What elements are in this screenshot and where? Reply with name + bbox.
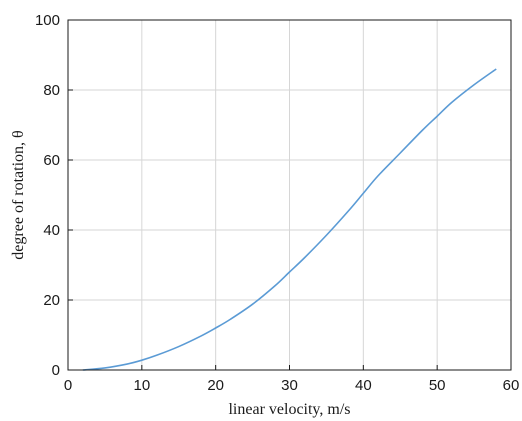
x-tick-label: 10 — [133, 377, 150, 394]
y-tick-label: 0 — [52, 362, 60, 379]
x-axis-ticks: 0 10 20 30 40 50 60 — [64, 365, 520, 394]
grid — [67, 19, 512, 371]
y-tick-label: 60 — [43, 152, 60, 169]
y-axis-label: degree of rotation, θ — [10, 130, 27, 259]
x-axis-label: linear velocity, m/s — [228, 401, 350, 418]
y-axis-ticks: 0 20 40 60 80 100 — [35, 12, 73, 379]
y-tick-label: 80 — [43, 82, 60, 99]
x-tick-label: 40 — [355, 377, 372, 394]
x-tick-label: 60 — [503, 377, 520, 394]
y-tick-label: 20 — [43, 292, 60, 309]
x-tick-label: 30 — [281, 377, 298, 394]
series-layer — [82, 68, 497, 371]
y-tick-label: 40 — [43, 222, 60, 239]
y-tick-label: 100 — [35, 12, 60, 29]
x-tick-label: 50 — [429, 377, 446, 394]
x-tick-label: 0 — [64, 377, 72, 394]
series-line — [82, 68, 497, 371]
x-tick-label: 20 — [207, 377, 224, 394]
